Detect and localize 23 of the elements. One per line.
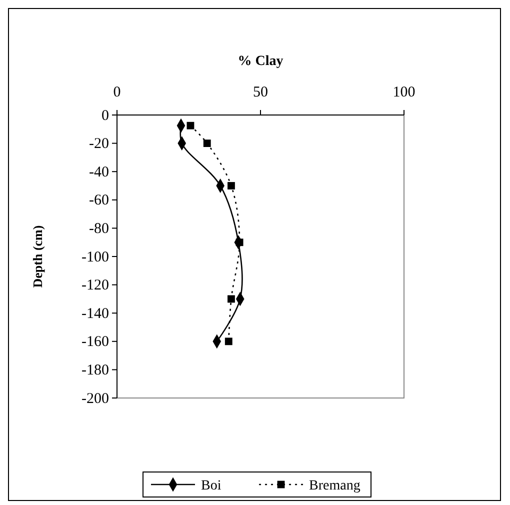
y-tick-label: -60 — [89, 192, 109, 209]
point — [224, 338, 232, 346]
point — [228, 182, 235, 190]
y-tick-label: -180 — [82, 362, 109, 378]
y-axis-title: Depth (cm) — [30, 225, 45, 288]
point — [203, 140, 211, 148]
legend-label: Bremang — [309, 478, 360, 494]
y-tick-label: -140 — [82, 306, 109, 322]
point — [186, 122, 194, 130]
y-tick-label: -20 — [89, 136, 109, 152]
x-tick-label: 100 — [392, 84, 416, 100]
legend-label: Boi — [201, 478, 222, 494]
y-tick-label: -100 — [82, 249, 109, 266]
x-tick-label: 50 — [253, 84, 268, 100]
y-tick-label: -120 — [82, 278, 109, 294]
y-tick-label: -200 — [82, 390, 109, 407]
y-tick-label: -160 — [82, 334, 109, 350]
point — [228, 295, 235, 303]
x-tick-label: 0 — [113, 84, 121, 100]
chart-title: % Clay — [238, 54, 284, 69]
y-tick-label: -40 — [89, 164, 109, 180]
y-tick-label: 0 — [102, 108, 109, 124]
y-tick-label: -80 — [89, 221, 109, 237]
